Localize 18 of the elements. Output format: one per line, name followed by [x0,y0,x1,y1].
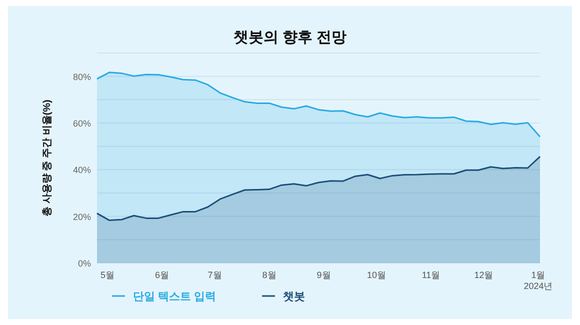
x-tick-label: 6월 [155,270,170,280]
y-tick-label: 40% [72,165,91,176]
legend-label: 단일 텍스트 입력 [133,291,216,303]
x-tick-label: 11월 [422,270,440,280]
x-tick-label: 8월 [262,270,276,280]
x-tick-label: 12월 [474,270,494,280]
chart-title: 챗봇의 향후 전망 [233,29,347,46]
y-tick-label: 60% [72,118,91,128]
y-axis-title: 총 사용량 중 주간 비율(%) [42,100,53,216]
y-tick-label: 0% [78,258,91,268]
x-tick-label: 9월 [316,270,331,280]
x-tick-label: 1월 2024년 [524,270,553,291]
x-tick-label: 5월 [100,270,115,280]
legend-label: 챗봇 [283,291,305,303]
x-tick-label: 10월 [367,270,386,280]
x-tick-label: 7월 [208,270,222,280]
y-tick-label: 20% [72,212,91,222]
y-tick-label: 80% [72,72,91,82]
